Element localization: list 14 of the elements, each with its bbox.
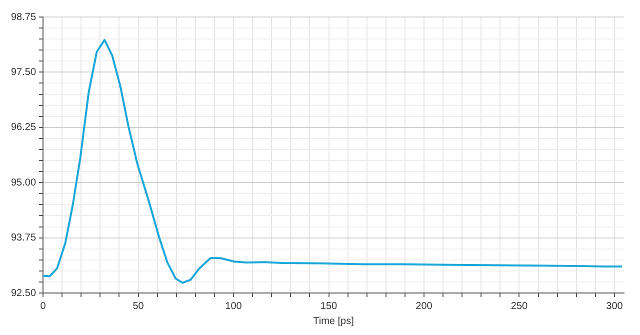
y-tick-label: 93.75 bbox=[10, 232, 36, 244]
x-tick-label: 200 bbox=[416, 300, 433, 312]
x-tick-label: 0 bbox=[40, 300, 46, 312]
y-tick-label: 95.00 bbox=[10, 177, 36, 188]
x-axis-title: Time [ps] bbox=[313, 316, 354, 327]
x-tick-label: 250 bbox=[510, 300, 528, 312]
y-tick-label: 96.25 bbox=[10, 122, 36, 134]
x-tick-label: 50 bbox=[132, 300, 144, 312]
x-tick-label: 100 bbox=[225, 300, 242, 312]
y-tick-label: 97.50 bbox=[10, 66, 36, 78]
x-tick-label: 150 bbox=[320, 300, 338, 312]
y-tick-label: 98.75 bbox=[10, 12, 36, 23]
y-tick-label: 92.50 bbox=[10, 288, 36, 299]
x-tick-label: 300 bbox=[606, 300, 624, 312]
